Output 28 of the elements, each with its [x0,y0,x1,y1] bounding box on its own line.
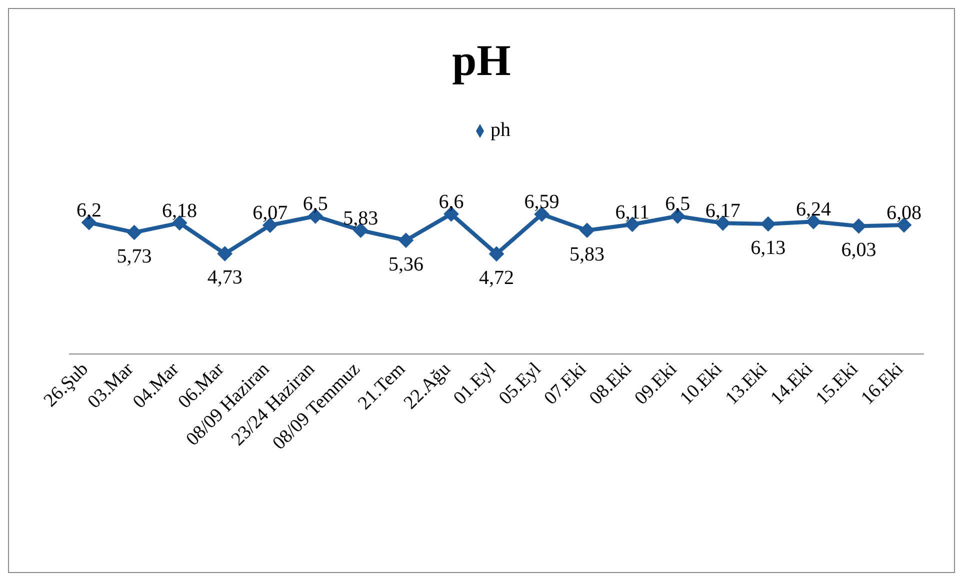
data-label: 6,5 [302,193,328,216]
data-label: 6,17 [705,200,740,222]
data-label: 6,13 [750,236,786,259]
point [760,216,776,232]
data-label: 6,18 [162,200,198,222]
data-label: 4,73 [207,266,242,289]
data-label: 6,6 [438,191,464,213]
data-label: 6,03 [841,239,876,262]
data-label: 6,11 [615,201,650,224]
data-label: 6,08 [886,202,922,224]
point [851,218,866,234]
data-label: 5,83 [343,207,378,230]
data-label: 5,36 [388,253,424,276]
point [580,222,595,238]
data-label: 6,5 [665,193,690,216]
data-label: 6,24 [796,198,831,221]
data-label: 6,2 [76,199,102,222]
point [489,246,504,262]
point [398,232,414,248]
data-label: 4,72 [479,266,514,289]
point [126,224,142,240]
point [217,246,232,262]
legend-label: ph [490,119,510,141]
data-label: 5,83 [570,243,605,266]
data-label: 6,59 [524,191,560,214]
data-label: 5,73 [116,245,152,268]
data-label: 6,07 [252,202,288,224]
chart-title: pH [451,35,512,86]
